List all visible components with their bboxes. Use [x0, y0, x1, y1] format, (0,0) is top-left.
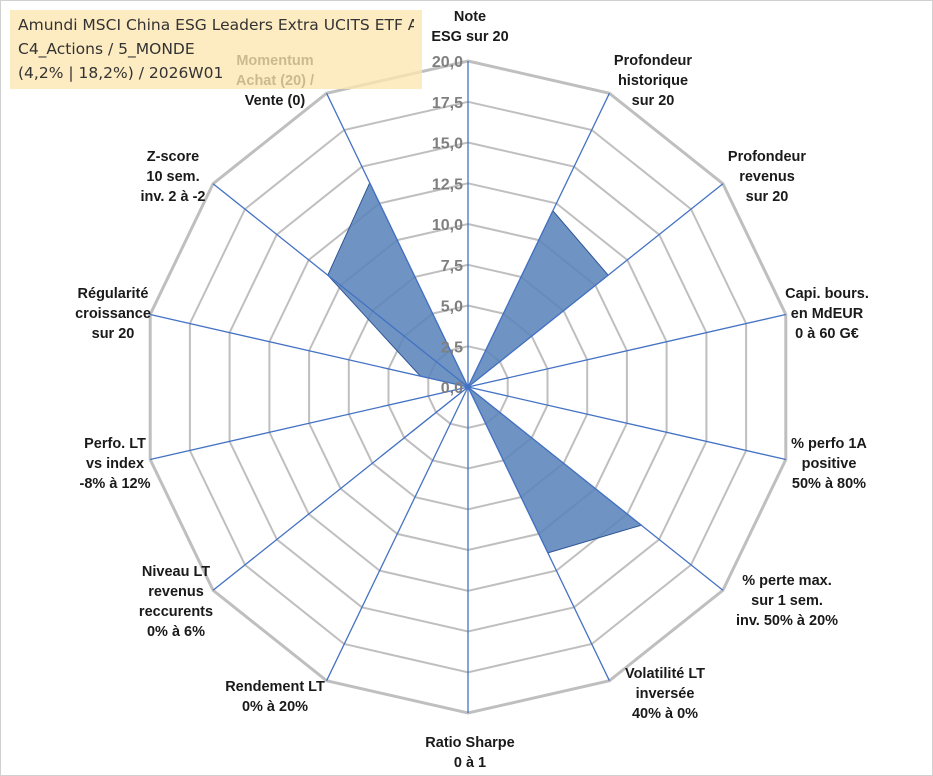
tick-label: 20,0: [432, 54, 463, 71]
tick-label: 15,0: [432, 136, 463, 153]
axis-label: Capi. bours. en MdEUR 0 à 60 G€: [785, 286, 869, 342]
axis-spoke: [467, 93, 610, 388]
tick-label: 5,0: [441, 299, 463, 316]
axis-label: Rendement LT 0% à 20%: [225, 679, 325, 715]
title-box: Amundi MSCI China ESG Leaders Extra UCIT…: [10, 10, 422, 89]
axis-spoke: [212, 386, 469, 591]
axis-spoke: [326, 386, 469, 681]
axis-label: Z-score 10 sem. inv. 2 à -2: [140, 149, 205, 205]
axis-label: Régularité croissance sur 20: [75, 286, 151, 342]
axis-spoke: [326, 93, 469, 388]
axis-spoke: [150, 313, 469, 388]
axis-label: Note ESG sur 20: [431, 9, 508, 45]
axis-label: % perte max. sur 1 sem. inv. 50% à 20%: [736, 573, 838, 629]
axis-spoke: [212, 183, 469, 388]
axis-spoke: [150, 386, 469, 461]
title-line-3: (4,2% | 18,2%) / 2026W01: [18, 64, 224, 82]
tick-label: 12,5: [432, 176, 463, 193]
series-area: [327, 181, 643, 554]
tick-label: 7,5: [441, 258, 463, 275]
axis-spoke: [467, 386, 786, 461]
axis-spoke: [467, 386, 610, 681]
title-line-2: C4_Actions / 5_MONDE: [18, 40, 195, 58]
tick-label: 17,5: [432, 95, 463, 112]
tick-label: 10,0: [432, 217, 463, 234]
axis-label: Ratio Sharpe 0 à 1: [425, 735, 514, 771]
axis-spoke: [467, 183, 724, 388]
axis-label: Niveau LT revenus reccurents 0% à 6%: [139, 564, 213, 640]
title-line-1: Amundi MSCI China ESG Leaders Extra UCIT…: [18, 16, 414, 34]
axis-spoke: [467, 313, 786, 388]
axis-label: Profondeur historique sur 20: [614, 53, 692, 109]
axis-spoke: [467, 386, 724, 591]
axis-label: Volatilité LT inversée 40% à 0%: [625, 666, 705, 722]
axis-label: Perfo. LT vs index -8% à 12%: [80, 436, 151, 492]
axis-label: % perfo 1A positive 50% à 80%: [791, 436, 867, 492]
tick-label: 2,5: [441, 339, 463, 356]
tick-label: 0,0: [441, 380, 463, 397]
axis-label: Profondeur revenus sur 20: [728, 149, 806, 205]
